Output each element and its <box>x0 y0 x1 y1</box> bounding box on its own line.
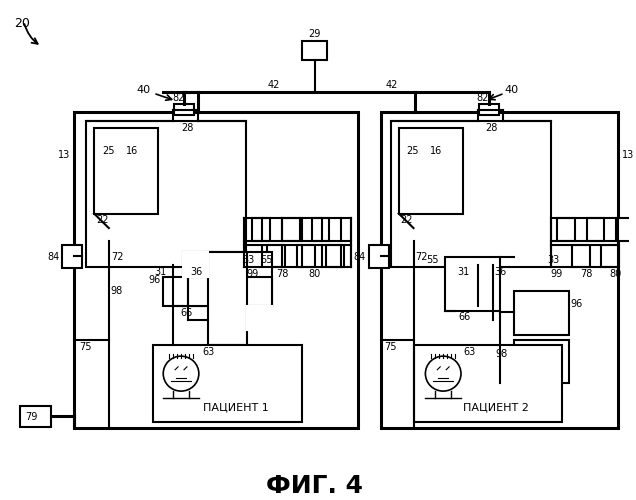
Text: 22: 22 <box>401 216 413 226</box>
Text: 80: 80 <box>609 269 621 279</box>
Bar <box>282 218 300 240</box>
Text: 20: 20 <box>14 18 30 30</box>
Text: 66: 66 <box>180 308 192 318</box>
Text: ФИГ. 4: ФИГ. 4 <box>266 474 363 498</box>
Text: 29: 29 <box>308 29 321 39</box>
Text: 80: 80 <box>308 269 321 279</box>
Text: 40: 40 <box>504 85 518 95</box>
Text: 31: 31 <box>154 267 166 277</box>
Bar <box>86 122 246 267</box>
Text: ПАЦИЕНТ 2: ПАЦИЕНТ 2 <box>463 402 529 412</box>
Text: 72: 72 <box>111 252 123 262</box>
Text: 25: 25 <box>102 146 114 156</box>
Text: 28: 28 <box>486 124 498 134</box>
Text: 31: 31 <box>458 267 470 277</box>
Text: 42: 42 <box>386 80 398 90</box>
Bar <box>247 306 272 330</box>
Text: ПАЦИЕНТ 1: ПАЦИЕНТ 1 <box>203 402 268 412</box>
Bar <box>267 244 285 267</box>
Text: 55: 55 <box>260 255 273 265</box>
Text: 63: 63 <box>203 348 215 358</box>
Text: 96: 96 <box>148 274 160 284</box>
Bar <box>413 344 562 422</box>
Text: 98: 98 <box>111 286 123 296</box>
Text: 16: 16 <box>431 146 443 156</box>
Bar <box>163 276 188 306</box>
Bar <box>208 252 247 344</box>
Bar <box>602 244 619 267</box>
Bar <box>391 122 551 267</box>
Bar <box>297 244 315 267</box>
Text: 72: 72 <box>415 252 428 262</box>
Bar <box>515 340 569 384</box>
Bar <box>20 406 52 427</box>
Text: 33: 33 <box>547 255 559 265</box>
Text: 22: 22 <box>96 216 109 226</box>
Bar <box>479 104 499 116</box>
Bar <box>252 218 270 240</box>
Bar <box>399 128 463 214</box>
Bar <box>183 276 272 306</box>
Text: 13: 13 <box>622 150 635 160</box>
Bar <box>174 104 194 116</box>
Bar <box>183 252 208 276</box>
Bar <box>631 244 636 267</box>
Text: 84: 84 <box>354 252 366 262</box>
Bar <box>153 344 301 422</box>
Bar <box>369 244 389 268</box>
Text: 40: 40 <box>137 85 151 95</box>
Text: 33: 33 <box>242 255 254 265</box>
Bar <box>312 218 329 240</box>
Bar <box>557 218 575 240</box>
Text: 36: 36 <box>495 267 507 277</box>
Bar <box>515 291 569 335</box>
Text: 42: 42 <box>267 80 279 90</box>
Text: 13: 13 <box>58 150 70 160</box>
Text: 96: 96 <box>570 299 583 309</box>
Bar <box>572 244 590 267</box>
Bar <box>616 218 634 240</box>
Bar <box>74 112 358 428</box>
Text: 78: 78 <box>581 269 593 279</box>
Text: 99: 99 <box>246 269 258 279</box>
Text: 36: 36 <box>190 267 202 277</box>
Text: 63: 63 <box>463 348 475 358</box>
Bar <box>94 128 158 214</box>
Text: 55: 55 <box>425 255 438 265</box>
Text: 99: 99 <box>551 269 563 279</box>
Bar <box>326 244 344 267</box>
Bar <box>586 218 604 240</box>
Text: 78: 78 <box>276 269 288 279</box>
Text: 79: 79 <box>25 412 37 422</box>
Text: 98: 98 <box>495 350 508 360</box>
Bar <box>183 252 272 306</box>
Bar <box>381 112 618 428</box>
Text: 84: 84 <box>47 252 59 262</box>
Bar <box>62 244 82 268</box>
Text: 82: 82 <box>477 93 489 103</box>
Text: 66: 66 <box>458 312 470 322</box>
Text: 16: 16 <box>126 146 138 156</box>
Text: 75: 75 <box>79 342 92 351</box>
Text: 25: 25 <box>406 146 419 156</box>
Text: 75: 75 <box>384 342 396 351</box>
Bar <box>445 257 500 310</box>
Text: 28: 28 <box>181 124 193 134</box>
Bar <box>301 41 328 60</box>
Text: 82: 82 <box>172 93 184 103</box>
